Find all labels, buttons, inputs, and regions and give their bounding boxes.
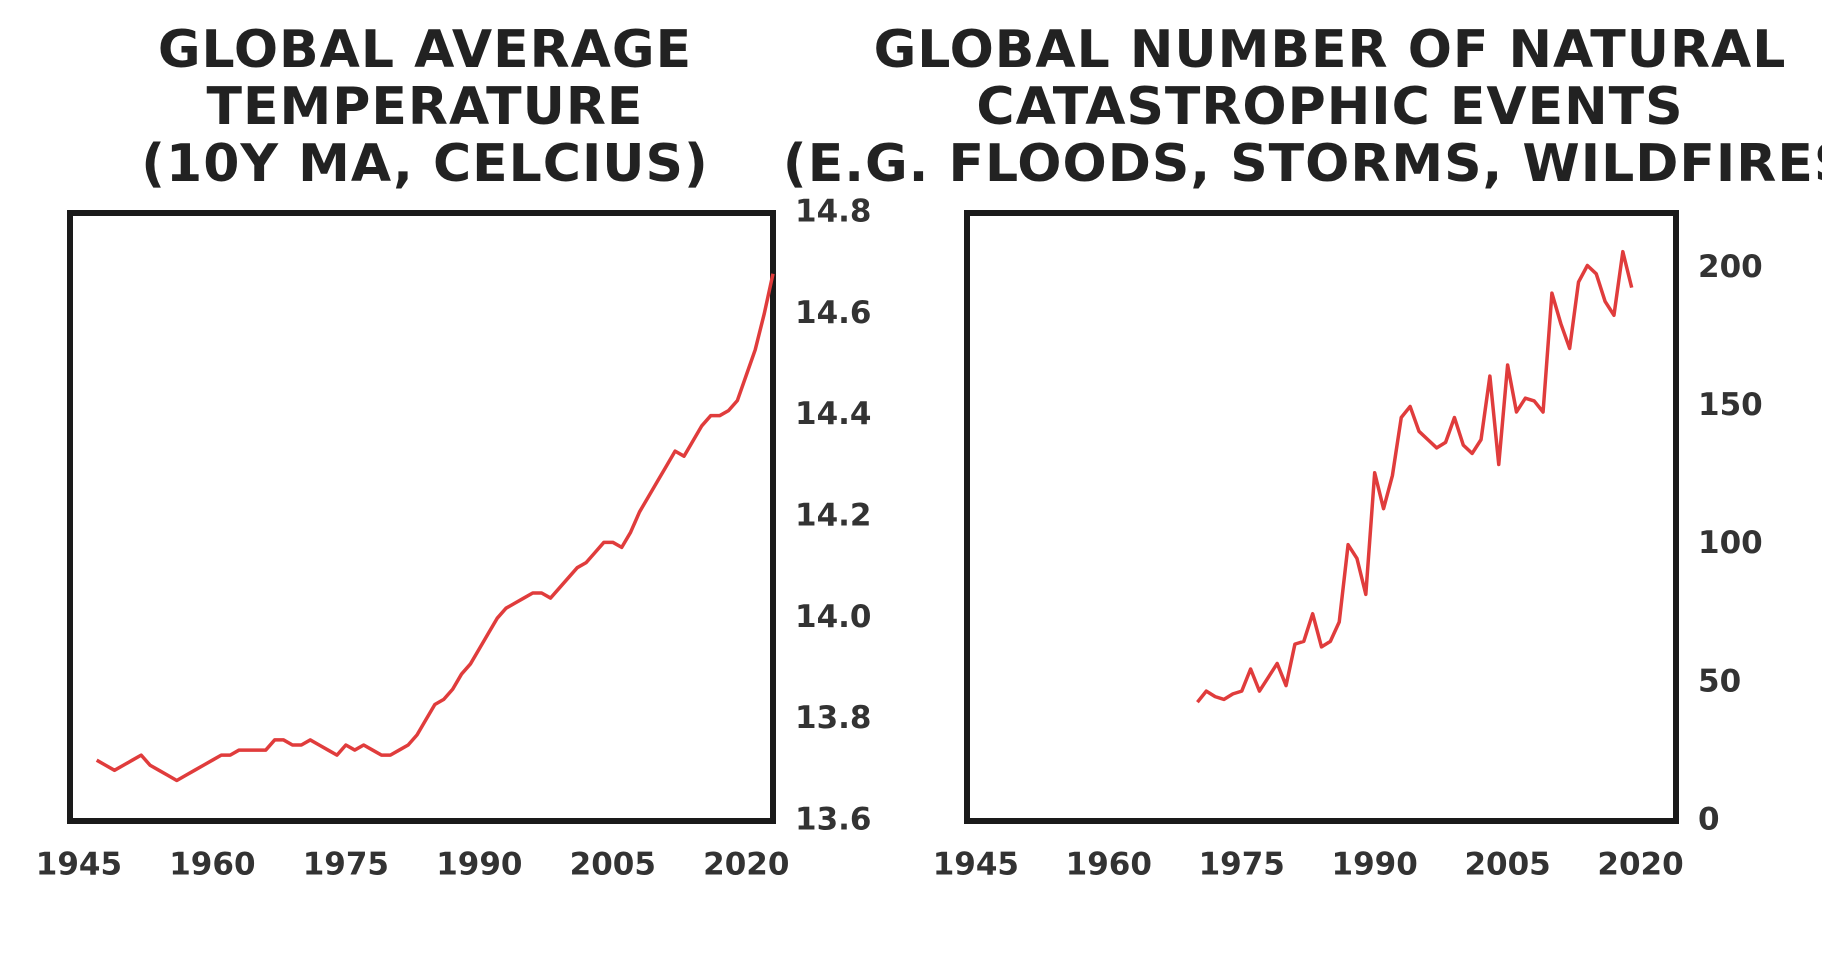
y-tick-label: 13.6 <box>795 802 872 838</box>
y-tick-label: 200 <box>1698 249 1763 285</box>
plot-frame <box>964 210 1679 824</box>
chart-title: (10Y MA, CELCIUS) <box>141 134 708 194</box>
y-tick-label: 14.0 <box>795 599 872 635</box>
y-tick-label: 100 <box>1698 525 1763 561</box>
x-tick-label: 1960 <box>1066 847 1152 883</box>
plot-frame <box>67 210 776 824</box>
chart-title: GLOBAL AVERAGE <box>158 20 692 80</box>
y-tick-label: 14.2 <box>795 498 872 534</box>
data-line <box>95 273 775 783</box>
x-tick-label: 2005 <box>1464 847 1550 883</box>
y-tick-label: 50 <box>1698 663 1741 699</box>
y-tick-label: 14.8 <box>795 194 872 230</box>
data-line <box>1196 249 1634 704</box>
y-tick-label: 14.4 <box>795 396 872 432</box>
chart-title: GLOBAL NUMBER OF NATURAL <box>874 20 1787 80</box>
chart-title: TEMPERATURE <box>207 77 644 137</box>
y-tick-label: 13.8 <box>795 700 872 736</box>
chart-title: (E.G. FLOODS, STORMS, WILDFIRES) <box>783 134 1822 194</box>
x-tick-label: 2020 <box>1597 847 1683 883</box>
y-tick-label: 150 <box>1698 387 1763 423</box>
y-tick-label: 14.6 <box>795 295 872 331</box>
x-tick-label: 1990 <box>1332 847 1418 883</box>
x-tick-label: 1975 <box>303 847 389 883</box>
x-tick-label: 2005 <box>570 847 656 883</box>
x-tick-label: 1990 <box>436 847 522 883</box>
x-tick-label: 1960 <box>169 847 255 883</box>
x-tick-label: 1945 <box>36 847 122 883</box>
x-tick-label: 2020 <box>703 847 789 883</box>
chart-title: CATASTROPHIC EVENTS <box>976 77 1683 137</box>
y-tick-label: 0 <box>1698 802 1720 838</box>
x-tick-label: 1975 <box>1199 847 1285 883</box>
x-tick-label: 1945 <box>933 847 1019 883</box>
